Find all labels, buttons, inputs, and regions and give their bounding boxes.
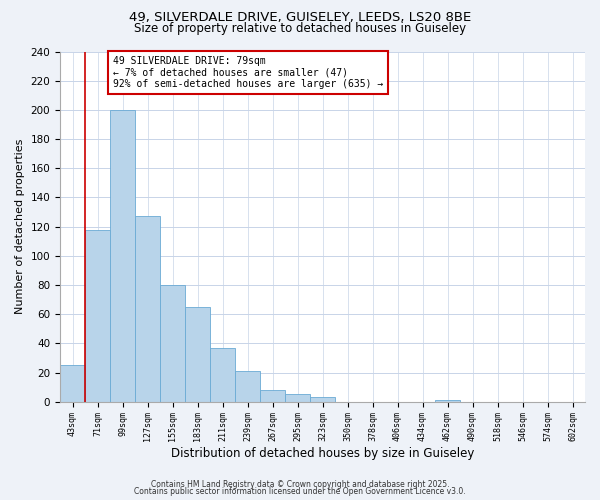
Text: 49 SILVERDALE DRIVE: 79sqm
← 7% of detached houses are smaller (47)
92% of semi-: 49 SILVERDALE DRIVE: 79sqm ← 7% of detac…: [113, 56, 383, 89]
X-axis label: Distribution of detached houses by size in Guiseley: Distribution of detached houses by size …: [171, 447, 474, 460]
Bar: [435, 400, 460, 402]
Bar: [85, 230, 110, 402]
Text: 49, SILVERDALE DRIVE, GUISELEY, LEEDS, LS20 8BE: 49, SILVERDALE DRIVE, GUISELEY, LEEDS, L…: [129, 11, 471, 24]
Bar: [285, 394, 310, 402]
Bar: [160, 285, 185, 402]
Text: Contains HM Land Registry data © Crown copyright and database right 2025.: Contains HM Land Registry data © Crown c…: [151, 480, 449, 489]
Y-axis label: Number of detached properties: Number of detached properties: [15, 139, 25, 314]
Bar: [235, 371, 260, 402]
Bar: [135, 216, 160, 402]
Bar: [60, 365, 85, 402]
Text: Size of property relative to detached houses in Guiseley: Size of property relative to detached ho…: [134, 22, 466, 35]
Bar: [110, 110, 135, 402]
Bar: [260, 390, 285, 402]
Bar: [210, 348, 235, 402]
Text: Contains public sector information licensed under the Open Government Licence v3: Contains public sector information licen…: [134, 487, 466, 496]
Bar: [310, 398, 335, 402]
Bar: [185, 307, 210, 402]
